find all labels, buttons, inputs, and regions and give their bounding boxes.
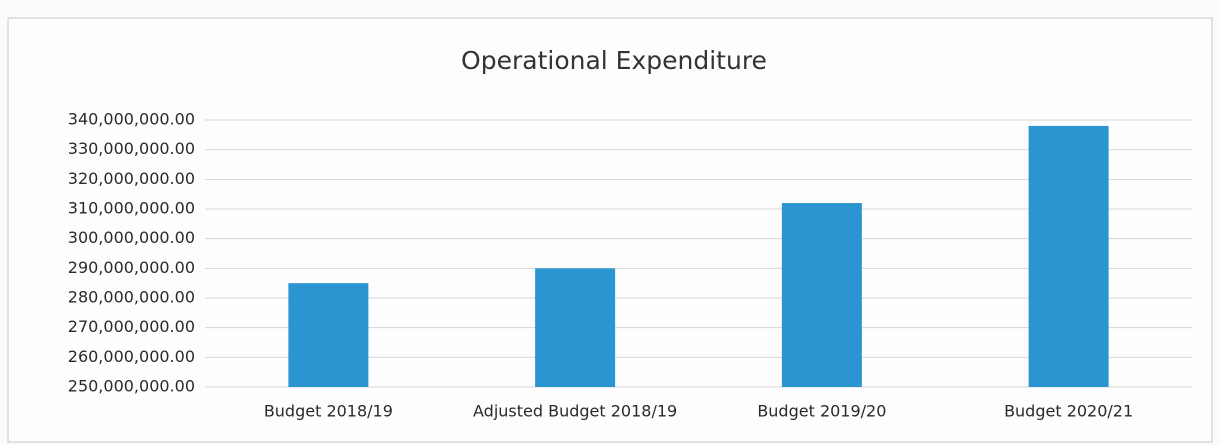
chart-title: Operational Expenditure <box>461 46 767 75</box>
y-tick-label: 300,000,000.00 <box>68 228 195 247</box>
y-tick-label: 280,000,000.00 <box>68 288 195 307</box>
y-tick-label: 290,000,000.00 <box>68 258 195 277</box>
x-tick-label: Budget 2018/19 <box>264 402 393 421</box>
bar <box>1028 125 1109 387</box>
x-tick-label: Budget 2019/20 <box>757 402 886 421</box>
y-tick-label: 310,000,000.00 <box>68 199 195 218</box>
y-tick-label: 250,000,000.00 <box>68 377 195 396</box>
y-tick-label: 270,000,000.00 <box>68 317 195 336</box>
bar <box>781 203 862 387</box>
bar <box>288 283 369 387</box>
bar <box>535 268 616 387</box>
y-tick-label: 330,000,000.00 <box>68 139 195 158</box>
y-tick-label: 260,000,000.00 <box>68 347 195 366</box>
y-tick-label: 320,000,000.00 <box>68 169 195 188</box>
y-tick-label: 340,000,000.00 <box>68 110 195 129</box>
x-tick-label: Budget 2020/21 <box>1004 402 1133 421</box>
x-tick-label: Adjusted Budget 2018/19 <box>473 402 677 421</box>
